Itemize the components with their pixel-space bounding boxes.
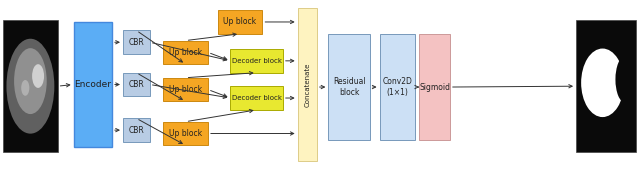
Ellipse shape xyxy=(616,56,634,102)
FancyBboxPatch shape xyxy=(230,49,283,73)
Text: Up block: Up block xyxy=(169,48,202,57)
FancyBboxPatch shape xyxy=(328,34,370,140)
Text: Sigmoid: Sigmoid xyxy=(419,82,450,92)
Ellipse shape xyxy=(21,80,29,96)
Text: Conv2D
(1×1): Conv2D (1×1) xyxy=(382,77,412,97)
FancyBboxPatch shape xyxy=(163,41,208,64)
FancyBboxPatch shape xyxy=(74,22,112,147)
Text: Up block: Up block xyxy=(169,85,202,94)
Text: Encoder: Encoder xyxy=(74,80,111,89)
Text: CBR: CBR xyxy=(129,80,144,89)
Text: Concatenate: Concatenate xyxy=(304,62,310,107)
FancyBboxPatch shape xyxy=(163,122,208,145)
FancyBboxPatch shape xyxy=(419,34,450,140)
Text: Decoder block: Decoder block xyxy=(232,95,282,101)
FancyBboxPatch shape xyxy=(218,10,262,34)
FancyBboxPatch shape xyxy=(230,86,283,110)
FancyBboxPatch shape xyxy=(380,34,415,140)
Ellipse shape xyxy=(32,64,44,88)
FancyBboxPatch shape xyxy=(298,8,317,161)
Ellipse shape xyxy=(6,39,54,134)
Text: Residual
block: Residual block xyxy=(333,77,365,97)
FancyBboxPatch shape xyxy=(123,30,150,54)
FancyBboxPatch shape xyxy=(123,118,150,142)
Text: Up block: Up block xyxy=(223,17,257,27)
FancyBboxPatch shape xyxy=(163,78,208,101)
Text: Decoder block: Decoder block xyxy=(232,58,282,64)
FancyBboxPatch shape xyxy=(3,20,58,152)
Ellipse shape xyxy=(581,49,624,117)
FancyBboxPatch shape xyxy=(123,73,150,96)
FancyBboxPatch shape xyxy=(576,20,636,152)
Ellipse shape xyxy=(14,48,47,114)
Text: Up block: Up block xyxy=(169,129,202,138)
Text: CBR: CBR xyxy=(129,126,144,135)
Text: CBR: CBR xyxy=(129,38,144,47)
